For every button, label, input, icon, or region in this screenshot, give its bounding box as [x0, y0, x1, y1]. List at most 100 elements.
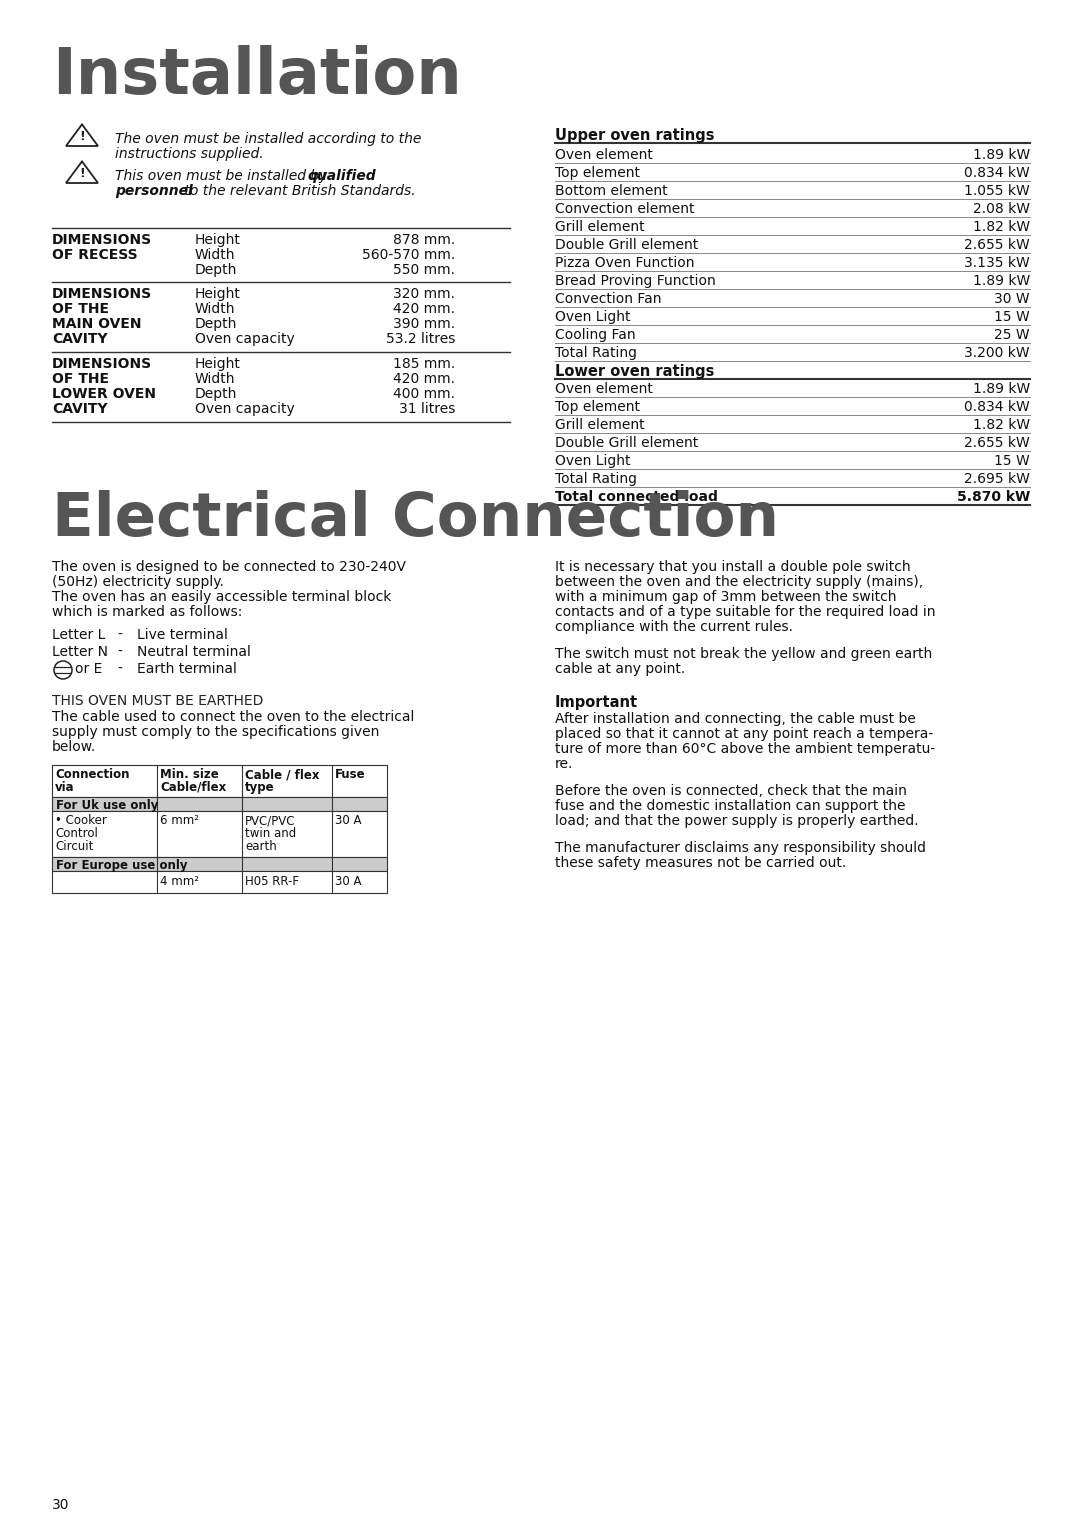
Text: !: !: [79, 167, 85, 180]
Text: Cooling Fan: Cooling Fan: [555, 329, 636, 342]
Text: instructions supplied.: instructions supplied.: [114, 147, 264, 160]
Text: OF THE: OF THE: [52, 371, 109, 387]
Text: these safety measures not be carried out.: these safety measures not be carried out…: [555, 856, 847, 869]
Text: Width: Width: [195, 248, 235, 261]
Bar: [52, 798, 387, 811]
Text: to the relevant British Standards.: to the relevant British Standards.: [180, 183, 416, 199]
Text: 1.055 kW: 1.055 kW: [964, 183, 1030, 199]
Text: Electrical Connection: Electrical Connection: [52, 490, 779, 549]
Text: Oven Light: Oven Light: [555, 454, 631, 468]
Text: 30 W: 30 W: [995, 292, 1030, 306]
Text: Grill element: Grill element: [555, 220, 645, 234]
Text: Top element: Top element: [555, 400, 640, 414]
Text: H05 RR-F: H05 RR-F: [245, 876, 299, 888]
Text: Width: Width: [195, 303, 235, 316]
Text: CAVITY: CAVITY: [52, 402, 108, 416]
Text: Cable / flex: Cable / flex: [245, 769, 320, 781]
Text: 15 W: 15 W: [995, 310, 1030, 324]
Text: CAVITY: CAVITY: [52, 332, 108, 345]
Text: Cable/flex: Cable/flex: [160, 781, 226, 795]
Text: 550 mm.: 550 mm.: [393, 263, 455, 277]
Text: 15 W: 15 W: [995, 454, 1030, 468]
Text: Width: Width: [195, 371, 235, 387]
Text: twin and: twin and: [245, 827, 296, 840]
Text: The switch must not break the yellow and green earth: The switch must not break the yellow and…: [555, 646, 932, 662]
Text: 185 mm.: 185 mm.: [393, 358, 455, 371]
Text: type: type: [245, 781, 274, 795]
Text: Height: Height: [195, 358, 241, 371]
Text: !: !: [79, 130, 85, 144]
Text: 1.89 kW: 1.89 kW: [973, 382, 1030, 396]
Text: contacts and of a type suitable for the required load in: contacts and of a type suitable for the …: [555, 605, 935, 619]
Text: Oven capacity: Oven capacity: [195, 402, 295, 416]
Text: THIS OVEN MUST BE EARTHED: THIS OVEN MUST BE EARTHED: [52, 694, 264, 707]
Text: 2.08 kW: 2.08 kW: [973, 202, 1030, 215]
Text: (50Hz) electricity supply.: (50Hz) electricity supply.: [52, 575, 224, 588]
Text: 3.135 kW: 3.135 kW: [964, 257, 1030, 270]
Text: earth: earth: [245, 840, 276, 853]
Text: 25 W: 25 W: [995, 329, 1030, 342]
Text: 30 A: 30 A: [335, 876, 362, 888]
Text: placed so that it cannot at any point reach a tempera-: placed so that it cannot at any point re…: [555, 727, 933, 741]
Text: Double Grill element: Double Grill element: [555, 435, 699, 451]
Text: Pizza Oven Function: Pizza Oven Function: [555, 257, 694, 270]
Text: OF RECESS: OF RECESS: [52, 248, 137, 261]
Text: For Europe use only: For Europe use only: [56, 859, 188, 872]
Text: 3.200 kW: 3.200 kW: [964, 345, 1030, 361]
Text: 0.834 kW: 0.834 kW: [964, 400, 1030, 414]
Bar: [52, 871, 387, 892]
Text: 1.82 kW: 1.82 kW: [973, 419, 1030, 432]
Text: 560-570 mm.: 560-570 mm.: [362, 248, 455, 261]
Text: 53.2 litres: 53.2 litres: [386, 332, 455, 345]
Text: Total connected load: Total connected load: [555, 490, 718, 504]
Text: cable at any point.: cable at any point.: [555, 662, 685, 675]
Text: For Uk use only: For Uk use only: [56, 799, 159, 811]
Text: Depth: Depth: [195, 316, 238, 332]
Text: 1.82 kW: 1.82 kW: [973, 220, 1030, 234]
Bar: [52, 857, 387, 871]
Text: Oven Light: Oven Light: [555, 310, 631, 324]
Text: 5.870 kW: 5.870 kW: [957, 490, 1030, 504]
Text: The manufacturer disclaims any responsibility should: The manufacturer disclaims any responsib…: [555, 840, 926, 856]
Text: or E: or E: [75, 662, 103, 675]
Text: Min. size: Min. size: [160, 769, 219, 781]
Text: 1.89 kW: 1.89 kW: [973, 148, 1030, 162]
Text: fuse and the domestic installation can support the: fuse and the domestic installation can s…: [555, 799, 905, 813]
Text: Installation: Installation: [52, 44, 462, 107]
Text: qualified: qualified: [308, 170, 377, 183]
Text: -: -: [117, 645, 122, 659]
Text: compliance with the current rules.: compliance with the current rules.: [555, 620, 793, 634]
Text: 31 litres: 31 litres: [399, 402, 455, 416]
Text: The oven is designed to be connected to 230-240V: The oven is designed to be connected to …: [52, 559, 406, 575]
Text: 1.89 kW: 1.89 kW: [973, 274, 1030, 287]
Bar: [52, 766, 387, 798]
Text: Lower oven ratings: Lower oven ratings: [555, 364, 714, 379]
Text: After installation and connecting, the cable must be: After installation and connecting, the c…: [555, 712, 916, 726]
Text: 400 mm.: 400 mm.: [393, 387, 455, 400]
Text: which is marked as follows:: which is marked as follows:: [52, 605, 242, 619]
Text: It is necessary that you install a double pole switch: It is necessary that you install a doubl…: [555, 559, 910, 575]
Text: ture of more than 60°C above the ambient temperatu-: ture of more than 60°C above the ambient…: [555, 743, 935, 756]
Text: 0.834 kW: 0.834 kW: [964, 167, 1030, 180]
Text: DIMENSIONS: DIMENSIONS: [52, 232, 152, 248]
Text: -: -: [117, 628, 122, 642]
Text: Connection: Connection: [55, 769, 130, 781]
Text: Letter N: Letter N: [52, 645, 108, 659]
Text: Convection Fan: Convection Fan: [555, 292, 661, 306]
Text: Circuit: Circuit: [55, 840, 93, 853]
Text: personnel: personnel: [114, 183, 192, 199]
Text: The cable used to connect the oven to the electrical: The cable used to connect the oven to th…: [52, 711, 415, 724]
Text: 2.655 kW: 2.655 kW: [964, 238, 1030, 252]
Text: 2.655 kW: 2.655 kW: [964, 435, 1030, 451]
Text: The oven has an easily accessible terminal block: The oven has an easily accessible termin…: [52, 590, 391, 604]
Text: re.: re.: [555, 756, 573, 772]
Text: Oven element: Oven element: [555, 382, 653, 396]
Text: Letter L: Letter L: [52, 628, 106, 642]
Text: 878 mm.: 878 mm.: [393, 232, 455, 248]
Text: Upper oven ratings: Upper oven ratings: [555, 128, 715, 144]
Text: DIMENSIONS: DIMENSIONS: [52, 358, 152, 371]
Text: Important: Important: [555, 695, 638, 711]
Text: The oven must be installed according to the: The oven must be installed according to …: [114, 131, 421, 147]
Text: 4 mm²: 4 mm²: [160, 876, 199, 888]
Text: OF THE: OF THE: [52, 303, 109, 316]
